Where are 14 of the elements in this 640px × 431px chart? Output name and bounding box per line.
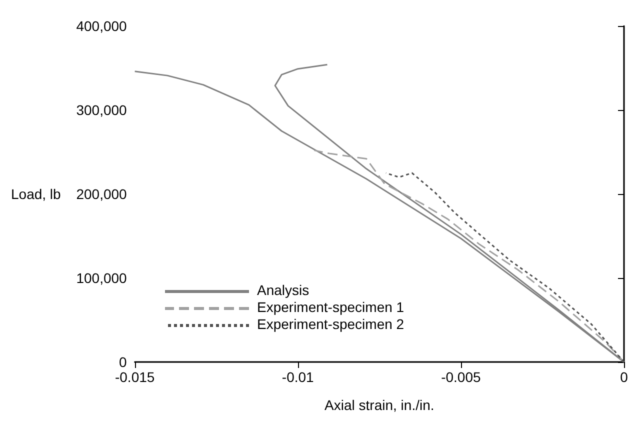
y-tick-label: 100,000 [76, 270, 128, 286]
legend-label: Experiment-specimen 2 [257, 316, 404, 332]
y-tick-label: 200,000 [76, 186, 128, 202]
y-tick-label: 400,000 [76, 18, 128, 34]
x-tick-label: -0.01 [282, 369, 314, 385]
legend-label: Experiment-specimen 1 [257, 299, 404, 315]
x-tick-label: -0.005 [441, 369, 481, 385]
x-tick-label: -0.015 [114, 369, 155, 385]
legend-label: Analysis [257, 282, 310, 298]
y-axis-title: Load, lb [10, 186, 62, 202]
x-axis-title: Axial strain, in./in. [324, 397, 434, 413]
y-tick-label: 0 [119, 354, 128, 370]
y-tick-label: 300,000 [76, 102, 128, 118]
x-tick-label: 0 [620, 369, 628, 385]
